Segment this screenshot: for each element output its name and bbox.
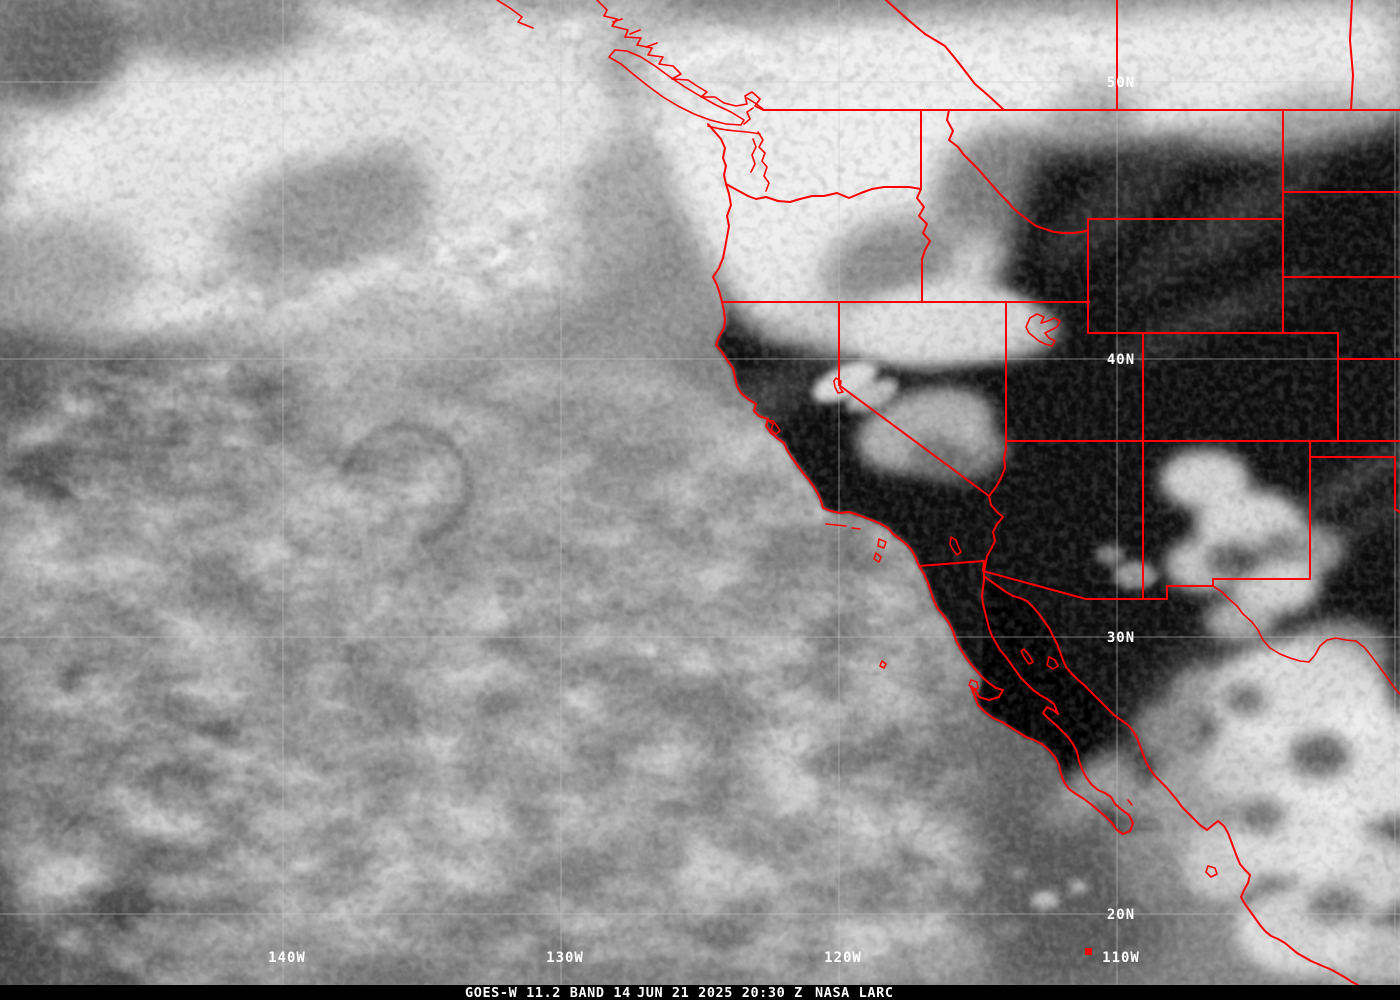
- map-borders-overlay: [496, 0, 1400, 986]
- latitude-label-50n: 50N: [1107, 75, 1135, 91]
- coast-bc-fjords: [612, 18, 658, 48]
- isla-cedros: [968, 679, 979, 691]
- border-ca-nv: [838, 301, 990, 497]
- border-saskatchewan-manitoba: [1349, 0, 1354, 111]
- border-tx-panhandle: [1394, 456, 1400, 513]
- latitude-label-40n: 40N: [1107, 352, 1135, 368]
- caption-bar: GOES-W 11.2 BAND 14 JUN 21 2025 20:30 Z …: [0, 985, 1400, 1000]
- coast-haida-gwaii: [496, 0, 534, 29]
- isla-tiburon: [1046, 656, 1059, 670]
- border-rio-grande: [1212, 585, 1400, 695]
- great-salt-lake: [1025, 313, 1061, 347]
- coast-pacific: [707, 123, 920, 567]
- channel-islands: [825, 523, 887, 563]
- border-nv-az-river: [988, 440, 1007, 497]
- longitude-label-130w: 130W: [546, 950, 584, 966]
- isla-guadalupe: [879, 660, 887, 669]
- coast-puget-sound: [707, 97, 770, 192]
- border-or-id-snake: [916, 188, 931, 303]
- isla-angel-de-la-guarda: [1020, 648, 1034, 665]
- san-francisco-bay: [767, 419, 781, 435]
- coast-baja: [918, 560, 1134, 835]
- caption-satellite-band: GOES-W 11.2 BAND 14: [465, 985, 631, 1000]
- border-ca-az-river: [985, 495, 1004, 562]
- border-id-mt: [946, 109, 1089, 234]
- longitude-label-140w: 140W: [268, 950, 306, 966]
- caption-datetime: JUN 21 2025 20:30 Z: [637, 985, 803, 1000]
- latitude-label-20n: 20N: [1107, 907, 1135, 923]
- grid-labels: 50N 40N 30N 20N 140W 130W 120W 110W: [268, 75, 1140, 966]
- border-nm-south: [1212, 578, 1311, 587]
- coast-bc-mainland: [596, 0, 764, 111]
- coast-sonora-sinaloa: [984, 576, 1359, 986]
- caption-credit: NASA LARC: [815, 985, 894, 1000]
- border-bc-alberta: [885, 0, 1005, 111]
- longitude-label-120w: 120W: [824, 950, 862, 966]
- salton-sea: [949, 536, 962, 556]
- isla-socorro: [1085, 948, 1092, 955]
- longitude-label-110w: 110W: [1102, 950, 1140, 966]
- latitude-label-30n: 30N: [1107, 630, 1135, 646]
- islas-tres-marias: [1205, 865, 1218, 878]
- isla-espiritu-santo: [1127, 799, 1133, 806]
- lake-tahoe: [833, 377, 844, 394]
- coast-vancouver-island: [608, 49, 745, 126]
- border-wa-or-columbia: [725, 183, 922, 203]
